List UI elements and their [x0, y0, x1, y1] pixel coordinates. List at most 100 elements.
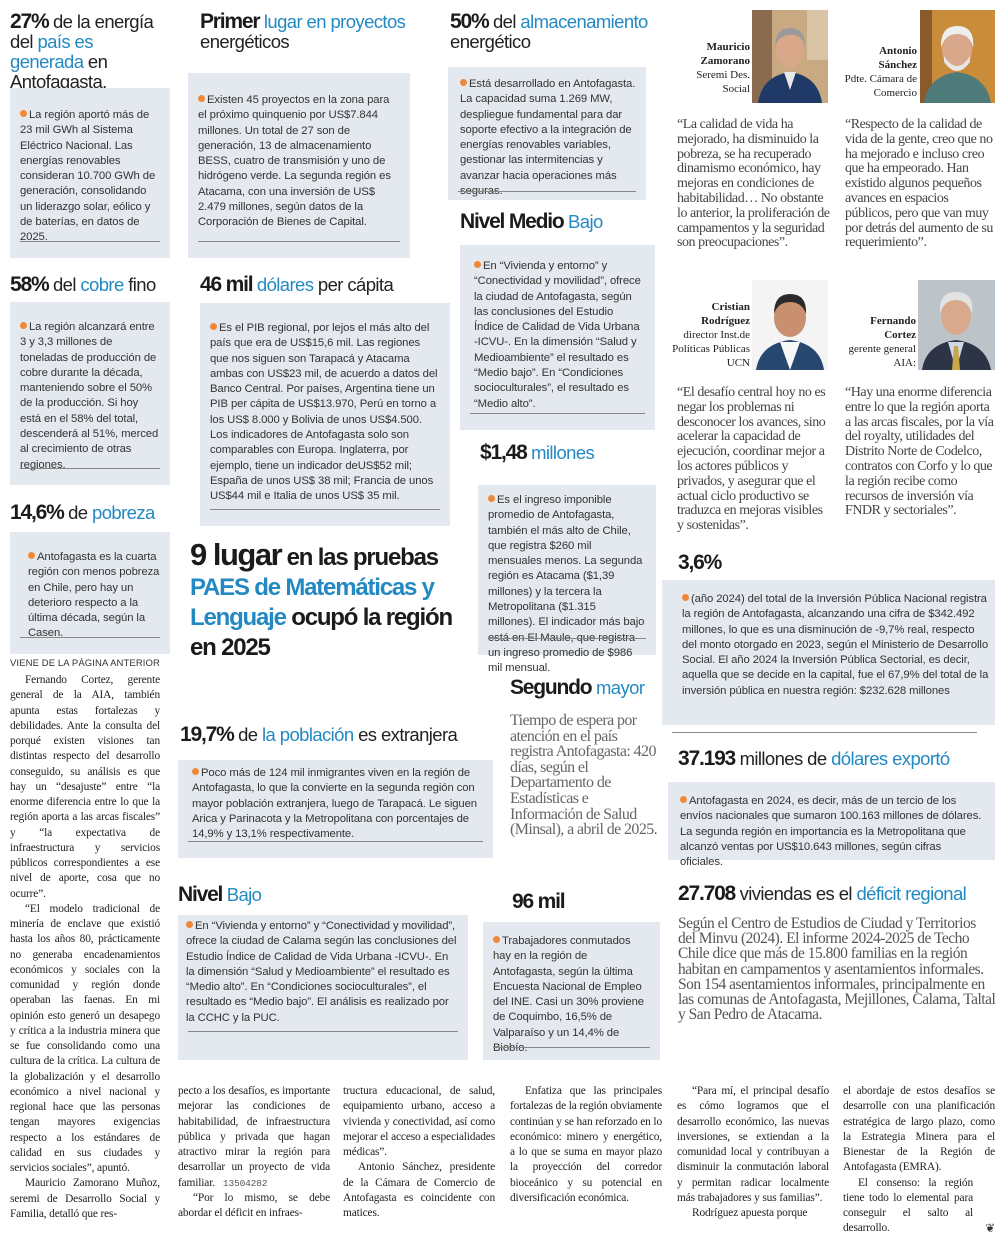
- stat-box-conmutados: Trabajadores conmutados hay en la región…: [483, 922, 660, 1060]
- headline-conmutados: 96 mil: [512, 890, 662, 913]
- person-name-sanchez: Antonio Sánchez Pdte. Cámara de Comercio: [838, 44, 917, 100]
- bullet-icon: [210, 323, 217, 330]
- headline-ingreso: $1,48 millones: [480, 441, 660, 464]
- article-paragraph: el abordaje de estos desafíos se desarro…: [843, 1085, 995, 1174]
- article-paragraph: Rodríguez apuesta porque: [692, 1207, 808, 1219]
- article-column-2: pecto a los desafíos, es importante mejo…: [178, 1084, 330, 1221]
- bullet-icon: [28, 552, 35, 559]
- headline-energia: 27% de la energía del país es generada e…: [10, 10, 170, 92]
- divider: [20, 241, 160, 242]
- headline-highlight: millones: [526, 442, 595, 463]
- stat-body: En “Vivienda y entorno” y “Conectividad …: [186, 920, 457, 1024]
- person-role: director Inst.de Políticas Públicas UCN: [672, 329, 750, 369]
- stat-box-primer: Existen 45 proyectos en la zona para el …: [188, 73, 410, 258]
- person-quote-zamorano: “La calidad de vida ha mejorado, ha dism…: [677, 117, 830, 251]
- stat-body: La región alcanzará entre 3 y 3,3 millon…: [20, 321, 159, 471]
- person-role: Seremi Des. Social: [696, 69, 750, 95]
- bullet-icon: [198, 95, 205, 102]
- end-of-article-icon: ❦: [985, 1221, 995, 1236]
- headline-text: en Antofagasta.: [10, 51, 108, 92]
- headline-text: millones de: [735, 748, 832, 769]
- portrait-photo-cortez: [918, 280, 995, 370]
- stat-body: Es el ingreso imponible promedio de Anto…: [488, 494, 645, 675]
- headline-text: en las pruebas: [281, 544, 439, 571]
- person-name-rodriguez: Cristian Rodríguez director Inst.de Políti…: [664, 300, 750, 370]
- divider: [20, 637, 160, 638]
- stat-number: 37.193: [678, 747, 736, 770]
- headline-almacenamiento: 50% del almacenamiento energético: [450, 10, 670, 52]
- headline-text: fino: [123, 274, 156, 295]
- divider: [672, 732, 977, 733]
- headline-text: per cápita: [313, 274, 394, 295]
- headline-text: del: [488, 11, 521, 32]
- article-column-4: Enfatiza que las principales fortalezas …: [510, 1084, 662, 1206]
- person-last-name: Zamorano: [700, 55, 751, 67]
- person-last-name: Sánchez: [878, 59, 918, 71]
- stat-body: Poco más de 124 mil inmigrantes viven en…: [192, 767, 477, 841]
- headline-paes: 9 lugar en las pruebas PAES de Matemátic…: [190, 537, 453, 663]
- article-paragraph: Fernando Cortez, gerente general de la A…: [10, 674, 160, 900]
- headline-text: de la energía del: [10, 11, 154, 52]
- person-first-name: Fernando: [870, 315, 916, 327]
- portrait-photo-zamorano: [752, 10, 828, 103]
- headline-highlight: Bajo: [563, 211, 603, 232]
- headline-inversion: 3,6%: [678, 552, 828, 573]
- bullet-icon: [474, 261, 481, 268]
- person-role: gerente general AIA:: [848, 343, 916, 369]
- stat-body: Antofagasta es la cuarta región con meno…: [28, 551, 160, 640]
- bullet-icon: [186, 921, 193, 928]
- article-paragraph: Mauricio Zamorano Muñoz, seremi de Desar…: [10, 1177, 160, 1220]
- headline-nivel-medio: Nivel Medio Bajo: [460, 210, 660, 233]
- headline-text: es extranjera: [353, 724, 458, 745]
- headline-text: energéticos: [200, 31, 290, 52]
- portrait-photo-sanchez: [920, 10, 995, 103]
- headline-vivienda: 27.708 viviendas es el déficit regional: [678, 883, 998, 904]
- headline-text: viviendas es el: [735, 883, 857, 904]
- stat-box-ingreso: Es el ingreso imponible promedio de Anto…: [478, 485, 656, 674]
- divider: [188, 841, 483, 842]
- headline-highlight: país es generada: [10, 31, 93, 72]
- portrait-photo-rodriguez: [752, 280, 828, 370]
- person-name-zamorano: Mauricio Zamorano Seremi Des. Social: [672, 40, 750, 96]
- headline-highlight: PAES de Matemáticas y Lenguaje: [190, 574, 435, 631]
- headline-highlight: dólares: [252, 274, 314, 295]
- headline-pobreza: 14,6% de pobreza: [10, 501, 180, 524]
- divider: [20, 468, 160, 469]
- stat-number: 96 mil: [512, 890, 566, 913]
- stat-number: $1,48: [480, 441, 528, 464]
- stat-number: 50%: [450, 10, 490, 33]
- article-paragraph: pecto a los desafíos, es importante mejo…: [178, 1084, 330, 1191]
- person-quote-rodriguez: “El desafío central hoy no es negar los …: [677, 385, 826, 534]
- stat-number: 27%: [10, 10, 50, 33]
- article-paragraph: Antonio Sánchez, presidente de la Cámara…: [343, 1161, 495, 1219]
- headline-highlight: cobre: [80, 274, 124, 295]
- stat-number: 14,6%: [10, 501, 65, 524]
- article-column-5: “Para mí, el principal desafío es cómo l…: [677, 1084, 829, 1221]
- stat-body: Está desarrollado en Antofagasta. La cap…: [460, 78, 636, 198]
- article-paragraph: “Por lo mismo, se debe abordar el défici…: [178, 1191, 330, 1219]
- person-first-name: Mauricio: [706, 41, 750, 53]
- headline-highlight: la población: [262, 724, 354, 745]
- stat-box-extranjera: Poco más de 124 mil inmigrantes viven en…: [178, 760, 493, 858]
- stat-body: Antofagasta en 2024, es decir, más de un…: [680, 795, 982, 869]
- vivienda-body: Según el Centro de Estudios de Ciudad y …: [678, 915, 996, 1024]
- stat-box-nivel-medio: En “Vivienda y entorno” y “Conectividad …: [460, 245, 655, 430]
- bullet-icon: [20, 110, 27, 117]
- divider: [210, 509, 440, 510]
- article-paragraph: “El modelo tradicional de minería de enc…: [10, 902, 160, 1174]
- headline-text: ocupó la región en 2025: [190, 604, 453, 661]
- person-first-name: Cristian: [711, 301, 751, 313]
- segundo-body: Tiempo de espera por atención en el país…: [510, 712, 658, 839]
- article-paragraph: “Para mí, el principal desafío es cómo l…: [677, 1085, 829, 1204]
- divider: [470, 413, 645, 414]
- divider: [493, 1047, 650, 1048]
- stat-body: En “Vivienda y entorno” y “Conectividad …: [474, 260, 641, 410]
- bullet-icon: [680, 796, 687, 803]
- article-code: 13504282: [222, 1177, 268, 1189]
- stat-number: 58%: [10, 273, 50, 296]
- article-column-6: el abordaje de estos desafíos se desarro…: [843, 1084, 995, 1237]
- stat-number: Nivel Medio: [460, 210, 565, 233]
- headline-segundo: Segundo mayor: [510, 677, 660, 698]
- headline-text: energético: [450, 31, 531, 52]
- stat-number: 9 lugar: [190, 537, 283, 572]
